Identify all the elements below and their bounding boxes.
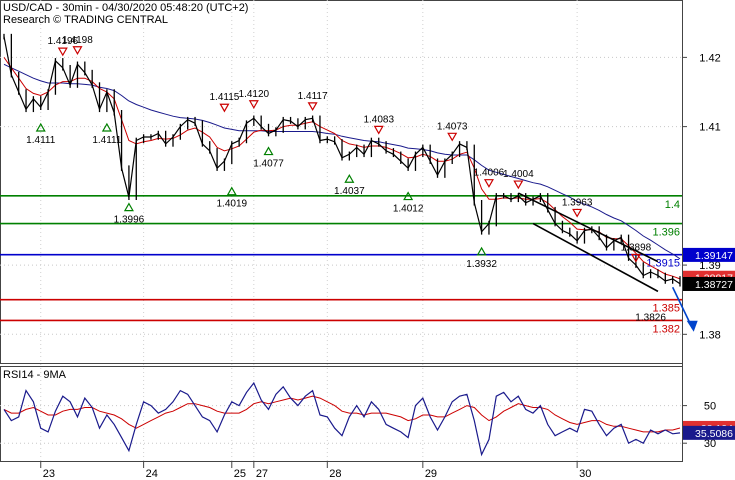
swing-low-marker: [101, 122, 112, 132]
key-levels: 1.4 1.396 1.3915 1.385 1.382: [0, 195, 682, 335]
ma-slow-line: [3, 63, 681, 260]
swing-high-label: 1.4073: [437, 121, 468, 132]
swing-high-marker: [248, 100, 259, 109]
swing-low-label: 1.4012: [393, 204, 424, 215]
rsi-panel-frame: [0, 366, 683, 462]
swing-high-label: 1.3898: [621, 242, 652, 253]
rsi-tag-bg: [683, 425, 735, 440]
channel-line: [532, 222, 659, 293]
level-label: 1.4: [665, 199, 680, 211]
swing-high-label: 1.3963: [562, 197, 593, 208]
swing-low-marker: [403, 191, 414, 201]
day-tick-label: 25: [234, 468, 246, 480]
ma-fast-line: [3, 57, 681, 280]
swing-low-marker: [263, 146, 274, 156]
target-label: 1.3826: [635, 312, 666, 323]
swing-low-marker: [344, 174, 355, 183]
rsi-line: [3, 381, 681, 457]
swing-high-label: 1.4198: [62, 35, 93, 46]
day-tick-label: 24: [146, 468, 158, 480]
swing-high-marker: [219, 103, 230, 113]
day-tick-label: 23: [43, 468, 55, 480]
price-tag-bg: [683, 276, 735, 291]
rsi-title: RSI14 - 9MA: [3, 369, 67, 381]
swing-high-marker: [572, 208, 583, 218]
swing-high-marker: [72, 46, 83, 55]
rsi-series: [3, 381, 681, 457]
swing-high-marker: [483, 179, 494, 188]
level-label: 1.385: [652, 303, 680, 315]
swing-low-label: 1.4077: [253, 159, 284, 170]
swing-low-marker: [226, 186, 237, 196]
swing-high-marker: [513, 180, 524, 190]
chart-subtitle: Research © TRADING CENTRAL: [3, 14, 168, 26]
day-tick-label: 30: [579, 468, 591, 480]
forecast-arrow-head: [686, 320, 698, 332]
swing-low-label: 1.3996: [114, 215, 145, 226]
swing-low-label: 1.4111: [26, 135, 56, 146]
rsi-ma-line: [3, 395, 681, 433]
swing-low-label: 1.3932: [466, 259, 497, 270]
swing-high-label: 1.4117: [298, 91, 328, 102]
swing-low-marker: [123, 202, 134, 212]
price-tick-label: 1.38: [699, 329, 720, 341]
day-tick-label: 28: [329, 468, 341, 480]
level-label: 1.3915: [646, 258, 680, 270]
swing-low-label: 1.4019: [216, 199, 247, 210]
bearish-channel: [517, 192, 698, 332]
price-tick-label: 1.42: [699, 52, 720, 64]
price-series: [3, 33, 681, 287]
level-label: 1.382: [652, 323, 680, 335]
price-tag-label: 1.39147: [695, 250, 733, 262]
rsi-tick-label: 30: [704, 438, 716, 450]
rsi-tag-label: 35.5086: [695, 428, 733, 440]
level-label: 1.396: [652, 227, 680, 239]
swing-low-label: 1.4037: [334, 186, 365, 197]
rsi-tick-label: 50: [704, 401, 716, 413]
swing-low-marker: [476, 246, 487, 256]
price-tag-label: 1.38727: [695, 279, 733, 291]
swing-low-marker: [35, 122, 46, 132]
price-tick-label: 1.39: [699, 260, 720, 272]
day-tick-label: 29: [425, 468, 437, 480]
swing-high-marker: [307, 102, 318, 112]
swing-high-label: 1.4006: [474, 168, 505, 179]
axes: 1.42 1.41 1.39 1.38 23 24 25 27 28 29 30 50 30: [40, 52, 721, 480]
swing-high-label: 1.4120: [239, 89, 270, 100]
chart-title: USD/CAD - 30min - 04/30/2020 05:48:20 (U…: [3, 2, 248, 14]
swing-high-label: 1.4196: [47, 36, 78, 47]
price-panel-frame: [0, 0, 683, 364]
price-tick-label: 1.41: [699, 122, 720, 134]
swing-high-label: 1.4083: [363, 114, 394, 125]
swing-high-label: 1.4004: [503, 169, 534, 180]
swing-high-marker: [447, 132, 458, 142]
swing-high-marker: [373, 125, 384, 135]
channel-line: [517, 192, 659, 263]
day-tick-label: 27: [256, 468, 268, 480]
swing-high-marker: [57, 47, 68, 57]
swing-low-label: 1.4111: [92, 135, 122, 146]
price-line: [3, 36, 681, 285]
gridlines: [0, 0, 682, 462]
price-tag-bg: [683, 247, 735, 262]
swing-high-label: 1.4115: [210, 92, 240, 103]
swing-high-marker: [630, 253, 641, 263]
